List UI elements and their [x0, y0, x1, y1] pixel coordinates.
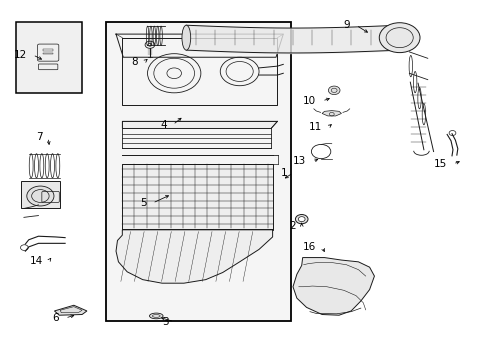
Text: 3: 3	[162, 317, 168, 327]
Text: 12: 12	[14, 50, 27, 60]
Circle shape	[379, 23, 419, 53]
Text: 2: 2	[289, 221, 295, 231]
Text: 11: 11	[308, 122, 322, 132]
Text: 16: 16	[303, 242, 316, 252]
Circle shape	[328, 86, 339, 95]
Text: 14: 14	[29, 256, 43, 266]
Text: 5: 5	[140, 198, 146, 208]
Bar	[106, 22, 290, 320]
Circle shape	[298, 217, 305, 222]
Text: 4: 4	[160, 120, 166, 130]
Text: 15: 15	[433, 159, 446, 169]
Text: 8: 8	[131, 57, 138, 67]
Bar	[43, 49, 53, 51]
Bar	[122, 164, 272, 230]
Polygon shape	[322, 111, 341, 116]
Polygon shape	[54, 305, 87, 315]
Text: 9: 9	[343, 20, 349, 30]
Text: 13: 13	[293, 157, 306, 166]
Text: 6: 6	[53, 313, 59, 323]
Bar	[20, 181, 60, 208]
Polygon shape	[116, 230, 272, 283]
Ellipse shape	[182, 25, 190, 50]
Text: 10: 10	[303, 96, 316, 106]
Bar	[43, 53, 53, 54]
Bar	[16, 22, 82, 93]
Polygon shape	[122, 121, 277, 129]
Polygon shape	[292, 257, 374, 315]
Ellipse shape	[149, 313, 163, 319]
Circle shape	[27, 186, 54, 206]
Text: 7: 7	[36, 132, 42, 142]
Circle shape	[295, 215, 307, 224]
Circle shape	[148, 43, 152, 46]
Text: 1: 1	[280, 168, 286, 178]
